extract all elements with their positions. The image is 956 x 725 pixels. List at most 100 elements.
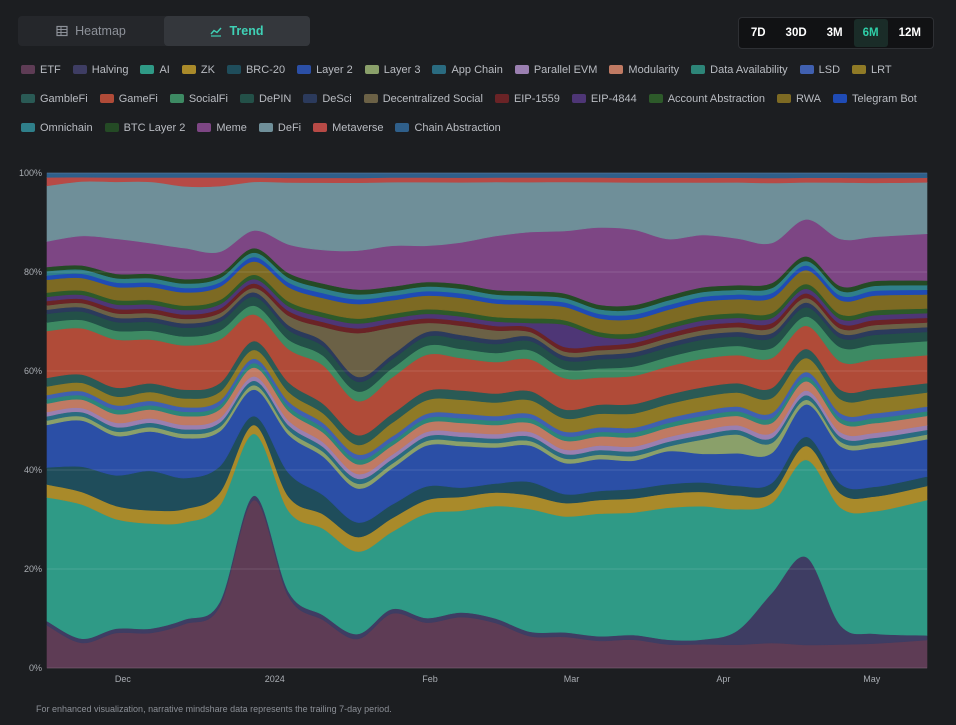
- legend-item-gamefi[interactable]: GameFi: [99, 91, 158, 106]
- legend-label: App Chain: [451, 63, 503, 76]
- area-series-group: [46, 172, 928, 669]
- legend-swatch: [691, 65, 706, 74]
- chart-legend: ETF Halving AI ZK BRC-20 Layer 2 Layer 3 App Ch…: [21, 62, 941, 135]
- legend-item-defi[interactable]: DeFi: [258, 120, 302, 135]
- legend-swatch: [99, 94, 114, 103]
- legend-label: Modularity: [628, 63, 680, 76]
- tab-trend[interactable]: Trend: [164, 16, 310, 46]
- legend-label: Halving: [91, 63, 129, 76]
- range-12m-button[interactable]: 12M: [898, 27, 921, 39]
- legend-item-ai[interactable]: AI: [140, 62, 170, 77]
- footnote: For enhanced visualization, narrative mi…: [36, 704, 392, 714]
- legend-swatch: [197, 123, 212, 132]
- legend-label: ZK: [200, 63, 215, 76]
- legend-item-data-availability[interactable]: Data Availability: [691, 62, 788, 77]
- legend-item-lsd[interactable]: LSD: [799, 62, 841, 77]
- legend-label: AI: [159, 63, 170, 76]
- legend-item-omnichain[interactable]: Omnichain: [21, 120, 93, 135]
- legend-item-metaverse[interactable]: Metaverse: [313, 120, 383, 135]
- legend-swatch: [494, 94, 509, 103]
- y-tick-label: 40%: [24, 465, 42, 475]
- range-3m-button[interactable]: 3M: [826, 27, 843, 39]
- legend-swatch: [833, 94, 848, 103]
- legend-item-brc-20[interactable]: BRC-20: [226, 62, 286, 77]
- legend-item-app-chain[interactable]: App Chain: [432, 62, 503, 77]
- legend-item-meme[interactable]: Meme: [197, 120, 247, 135]
- legend-label: Meme: [216, 121, 247, 134]
- legend-label: GameFi: [118, 92, 158, 105]
- legend-swatch: [72, 65, 87, 74]
- legend-swatch: [395, 123, 410, 132]
- legend-item-layer-2[interactable]: Layer 2: [297, 62, 353, 77]
- legend-swatch: [297, 65, 312, 74]
- legend-item-socialfi[interactable]: SocialFi: [169, 91, 228, 106]
- legend-swatch: [852, 65, 867, 74]
- legend-label: Telegram Bot: [852, 92, 917, 105]
- legend-item-btc-layer-2[interactable]: BTC Layer 2: [104, 120, 186, 135]
- legend-swatch: [432, 65, 447, 74]
- table-icon: [56, 25, 68, 37]
- legend-item-telegram-bot[interactable]: Telegram Bot: [833, 91, 917, 106]
- view-tabs: Heatmap Trend: [18, 16, 310, 46]
- legend-item-parallel-evm[interactable]: Parallel EVM: [514, 62, 598, 77]
- legend-item-modularity[interactable]: Modularity: [609, 62, 679, 77]
- legend-swatch: [21, 123, 35, 132]
- legend-label: Parallel EVM: [533, 63, 598, 76]
- legend-swatch: [226, 65, 241, 74]
- legend-label: Account Abstraction: [667, 92, 765, 105]
- legend-item-depin[interactable]: DePIN: [239, 91, 291, 106]
- range-6m-button[interactable]: 6M: [853, 19, 888, 47]
- x-tick-label: Feb: [422, 674, 438, 684]
- tab-trend-label: Trend: [229, 24, 264, 38]
- legend-label: RWA: [795, 92, 822, 105]
- tab-heatmap[interactable]: Heatmap: [18, 16, 164, 46]
- legend-label: BTC Layer 2: [123, 121, 186, 134]
- y-tick-label: 60%: [24, 366, 42, 376]
- range-30d-button[interactable]: 30D: [785, 27, 807, 39]
- y-tick-label: 80%: [24, 267, 42, 277]
- series-area-chain-abstraction[interactable]: [46, 172, 928, 179]
- legend-swatch: [609, 65, 624, 74]
- legend-item-account-abstraction[interactable]: Account Abstraction: [648, 91, 765, 106]
- legend-swatch: [21, 65, 35, 74]
- legend-swatch: [21, 94, 35, 103]
- legend-item-zk[interactable]: ZK: [181, 62, 215, 77]
- legend-item-halving[interactable]: Halving: [72, 62, 129, 77]
- y-tick-label: 100%: [19, 168, 42, 178]
- tab-heatmap-label: Heatmap: [75, 24, 126, 38]
- legend-item-eip-1559[interactable]: EIP-1559: [494, 91, 560, 106]
- legend-label: ETF: [40, 63, 61, 76]
- legend-swatch: [363, 94, 378, 103]
- legend-label: BRC-20: [245, 63, 286, 76]
- legend-label: Chain Abstraction: [414, 121, 501, 134]
- legend-item-lrt[interactable]: LRT: [852, 62, 892, 77]
- legend-item-decentralized-social[interactable]: Decentralized Social: [363, 91, 483, 106]
- legend-swatch: [140, 65, 155, 74]
- legend-label: Data Availability: [710, 63, 788, 76]
- legend-swatch: [258, 123, 273, 132]
- legend-label: EIP-4844: [590, 92, 637, 105]
- legend-swatch: [776, 94, 791, 103]
- y-tick-label: 20%: [24, 564, 42, 574]
- legend-item-gamblefi[interactable]: GambleFi: [21, 91, 88, 106]
- legend-swatch: [313, 123, 328, 132]
- legend-item-layer-3[interactable]: Layer 3: [364, 62, 420, 77]
- legend-label: Omnichain: [40, 121, 93, 134]
- x-tick-label: Mar: [564, 674, 580, 684]
- legend-label: DeSci: [322, 92, 352, 105]
- legend-item-rwa[interactable]: RWA: [776, 91, 822, 106]
- legend-swatch: [648, 94, 663, 103]
- legend-item-etf[interactable]: ETF: [21, 62, 61, 77]
- legend-label: SocialFi: [188, 92, 228, 105]
- legend-label: LSD: [818, 63, 841, 76]
- legend-swatch: [239, 94, 254, 103]
- x-tick-label: May: [863, 674, 881, 684]
- time-range-selector: 7D 30D 3M 6M 12M: [737, 17, 934, 49]
- legend-item-chain-abstraction[interactable]: Chain Abstraction: [395, 120, 501, 135]
- legend-item-desci[interactable]: DeSci: [303, 91, 352, 106]
- legend-item-eip-4844[interactable]: EIP-4844: [571, 91, 637, 106]
- range-7d-button[interactable]: 7D: [750, 27, 766, 39]
- legend-swatch: [799, 65, 814, 74]
- legend-label: DeFi: [277, 121, 302, 134]
- legend-label: Layer 2: [316, 63, 353, 76]
